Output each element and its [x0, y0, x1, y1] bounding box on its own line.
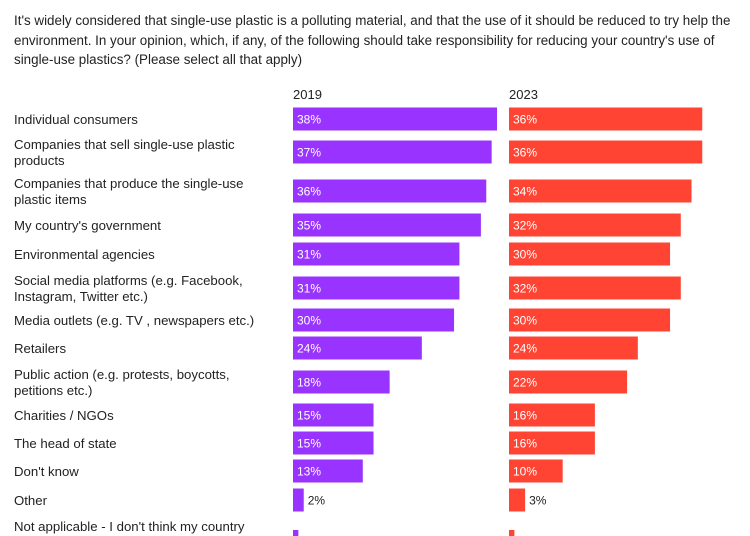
- data-label-2023: 16%: [513, 437, 537, 451]
- data-label-2023: 36%: [513, 113, 537, 127]
- bar-2019: [293, 370, 390, 394]
- data-label-2023: 10%: [513, 465, 537, 479]
- data-label-2023: 34%: [513, 185, 537, 199]
- bar-2019: [293, 140, 492, 164]
- bar-2019: [293, 403, 374, 427]
- data-label-2023: 32%: [513, 219, 537, 233]
- bar-2023: [509, 140, 703, 164]
- bar-2023: [509, 488, 526, 512]
- category-label: The head of state: [14, 436, 117, 451]
- category-label: Companies that sell single-use plastic pr…: [14, 137, 235, 168]
- data-label-2023: 3%: [529, 494, 547, 508]
- bar-2019: [293, 107, 497, 131]
- category-label: Retailers: [14, 341, 66, 356]
- category-label: Individual consumers: [14, 112, 138, 127]
- data-label-2019: 13%: [297, 465, 321, 479]
- category-label: My country's government: [14, 218, 161, 233]
- bar-2023: [509, 431, 595, 455]
- bar-2023: [509, 530, 515, 536]
- category-label: Companies that produce the single-use pla…: [14, 176, 243, 207]
- category-label: Environmental agencies: [14, 247, 155, 262]
- bar-2023: [509, 403, 595, 427]
- data-label-2023: 22%: [513, 376, 537, 390]
- category-label: Public action (e.g. protests, boycotts, p…: [14, 367, 230, 398]
- question-text: It's widely considered that single-use p…: [14, 13, 731, 67]
- bar-2019: [293, 530, 299, 536]
- data-label-2019: 2%: [308, 494, 326, 508]
- bar-2019: [293, 179, 487, 203]
- data-label-2023: 32%: [513, 282, 537, 296]
- category-label: Social media platforms (e.g. Facebook, In…: [14, 273, 243, 304]
- bar-2019: [293, 459, 363, 483]
- category-label: Not applicable - I don't think my countr…: [14, 519, 245, 534]
- bar-2023: [509, 213, 681, 237]
- category-label: Don't know: [14, 464, 79, 479]
- data-label-2019: 18%: [297, 376, 321, 390]
- data-label-2023: 24%: [513, 342, 537, 356]
- data-label-2019: 31%: [297, 248, 321, 262]
- bar-2019: [293, 336, 422, 360]
- bar-2023: [509, 370, 628, 394]
- bar-2023: [509, 107, 703, 131]
- bar-2023: [509, 179, 692, 203]
- data-label-2019: 35%: [297, 219, 321, 233]
- category-label: Other: [14, 493, 48, 508]
- series-title-2023: 2023: [509, 87, 538, 102]
- data-label-2023: 16%: [513, 409, 537, 423]
- bar-2019: [293, 431, 374, 455]
- bar-2019: [293, 213, 481, 237]
- bar-2019: [293, 276, 460, 300]
- data-label-2023: 36%: [513, 146, 537, 160]
- bar-2023: [509, 242, 671, 266]
- data-label-2019: 31%: [297, 282, 321, 296]
- bar-2019: [293, 242, 460, 266]
- bar-2019: [293, 308, 455, 332]
- data-label-2019: 24%: [297, 342, 321, 356]
- data-label-2019: 30%: [297, 314, 321, 328]
- bar-2023: [509, 336, 638, 360]
- data-label-2023: 30%: [513, 314, 537, 328]
- data-label-2019: 37%: [297, 146, 321, 160]
- bar-2023: [509, 308, 671, 332]
- series-title-2019: 2019: [293, 87, 322, 102]
- data-label-2019: 38%: [297, 113, 321, 127]
- bar-2023: [509, 276, 681, 300]
- data-label-2019: 36%: [297, 185, 321, 199]
- category-label: Charities / NGOs: [14, 408, 114, 423]
- bar-2019: [293, 488, 304, 512]
- category-label: Media outlets (e.g. TV , newspapers etc.…: [14, 313, 254, 328]
- data-label-2023: 30%: [513, 248, 537, 262]
- data-label-2019: 15%: [297, 437, 321, 451]
- bar-2023: [509, 459, 563, 483]
- data-label-2019: 15%: [297, 409, 321, 423]
